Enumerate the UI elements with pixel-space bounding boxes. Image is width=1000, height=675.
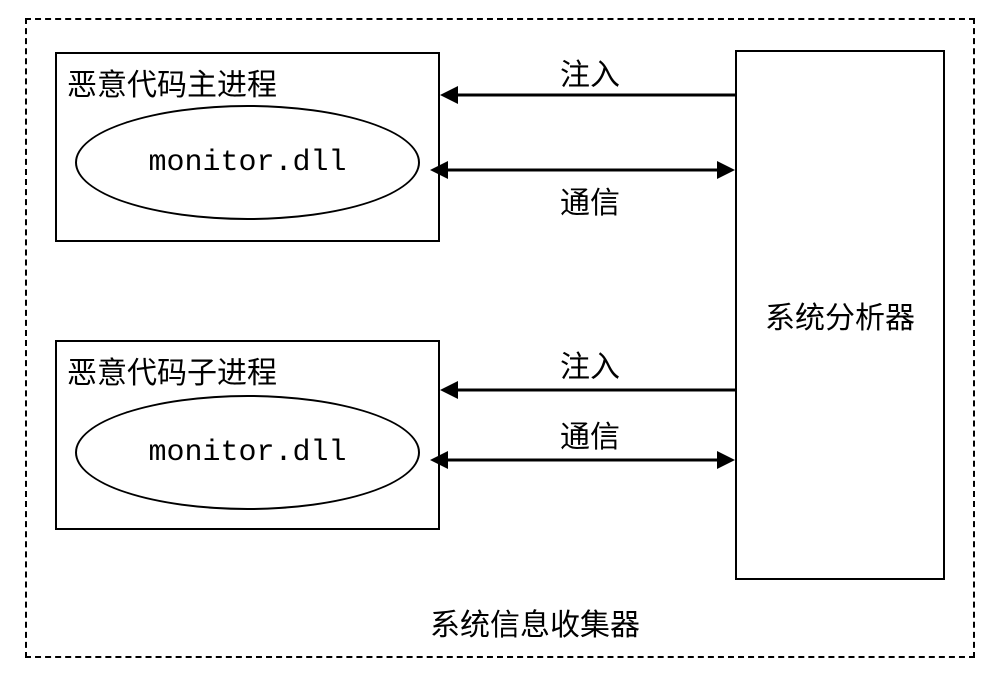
comm-label-main: 通信 — [560, 178, 620, 222]
analyzer-box: 系统分析器 — [735, 50, 945, 580]
child-process-title: 恶意代码子进程 — [67, 348, 277, 392]
analyzer-label: 系统分析器 — [765, 293, 915, 337]
main-module-ellipse: monitor.dll — [75, 105, 420, 220]
main-module-label: monitor.dll — [148, 146, 346, 180]
inject-label-child: 注入 — [560, 342, 620, 386]
outer-container-label: 系统信息收集器 — [430, 600, 640, 644]
inject-label-main: 注入 — [560, 50, 620, 94]
main-process-title: 恶意代码主进程 — [67, 60, 277, 104]
child-module-label: monitor.dll — [148, 436, 346, 470]
child-module-ellipse: monitor.dll — [75, 395, 420, 510]
comm-label-child: 通信 — [560, 412, 620, 456]
diagram-canvas: 恶意代码主进程 monitor.dll 恶意代码子进程 monitor.dll … — [0, 0, 1000, 675]
